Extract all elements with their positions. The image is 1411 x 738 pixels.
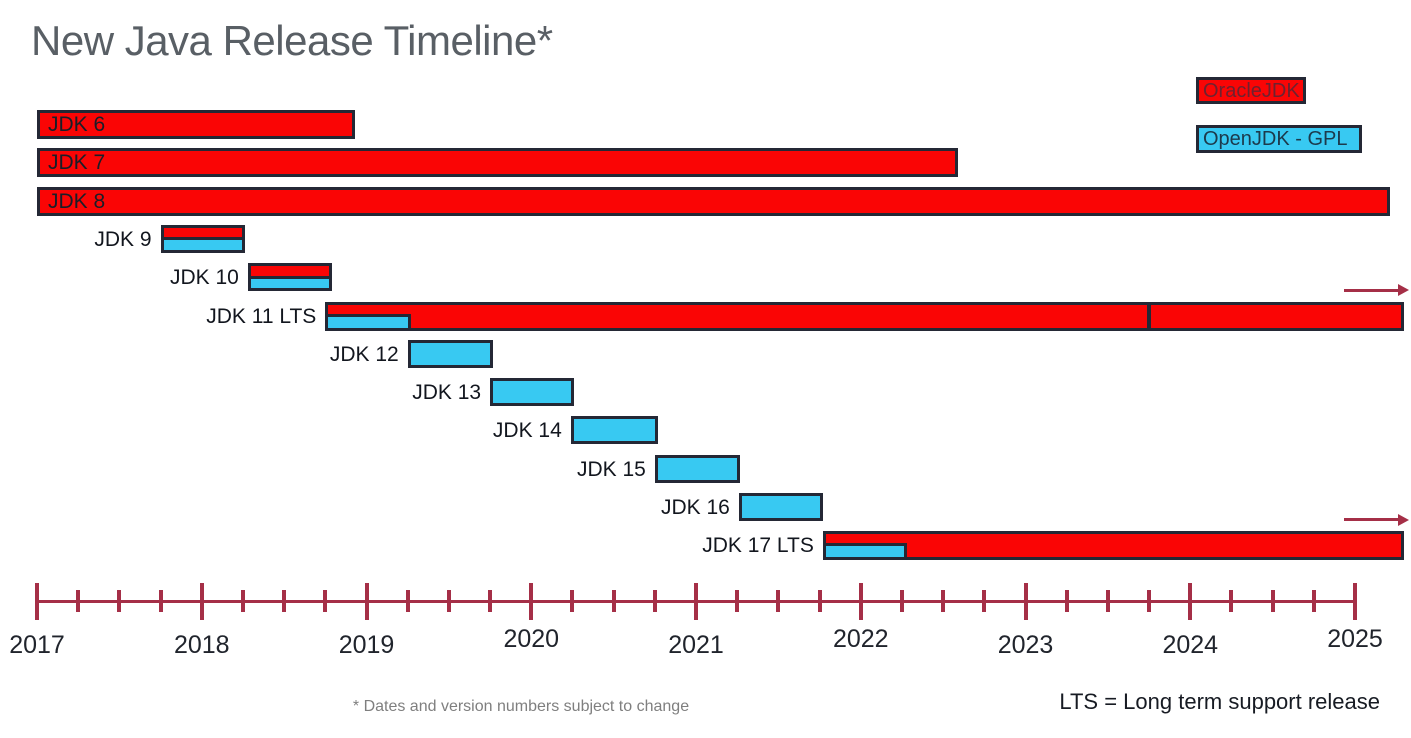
- axis-minor-tick: [282, 590, 287, 612]
- axis-minor-tick: [817, 590, 822, 612]
- row-label-jdk-9: JDK 9: [94, 227, 152, 251]
- openjdk-strip: [163, 240, 242, 250]
- axis-year-label-2022: 2022: [832, 625, 889, 653]
- row-label-jdk-10: JDK 10: [170, 266, 239, 290]
- axis-year-label-2023: 2023: [997, 631, 1054, 659]
- axis-minor-tick: [1229, 590, 1234, 612]
- footnote: * Dates and version numbers subject to c…: [352, 698, 690, 715]
- row-label-jdk-17-lts: JDK 17 LTS: [702, 534, 814, 558]
- axis-minor-tick: [611, 590, 616, 612]
- axis-minor-tick: [776, 590, 781, 612]
- row-label-jdk-13: JDK 13: [412, 381, 482, 405]
- oracle-strip: [250, 266, 329, 276]
- bar-jdk-14-openjdk: [570, 416, 659, 445]
- oracle-strip: [163, 227, 242, 238]
- axis-minor-tick: [652, 590, 657, 612]
- axis-year-label-2021: 2021: [668, 631, 724, 659]
- continues-arrow-head-jdk-11-lts: [1398, 284, 1410, 296]
- bar-jdk-11-lts-openjdk: [325, 313, 411, 331]
- strip-divider: [163, 237, 242, 241]
- lts-definition: LTS = Long term support release: [1059, 689, 1380, 714]
- bar-jdk-17-lts-oracle: [822, 531, 1405, 561]
- axis-major-tick-2019: [364, 583, 369, 620]
- axis-major-tick-2018: [199, 583, 204, 620]
- legend-oraclejdk: OracleJDK: [1196, 77, 1306, 104]
- row-label-jdk-16: JDK 16: [660, 496, 730, 519]
- axis-minor-tick: [1064, 590, 1069, 612]
- bar-jdk-7-oracle: JDK 7: [37, 148, 958, 178]
- row-label-jdk-15: JDK 15: [576, 457, 646, 481]
- legend-openjdk-gpl-label: OpenJDK - GPL: [1203, 128, 1348, 150]
- continues-arrow-jdk-11-lts: [1344, 288, 1400, 292]
- bar-label-jdk-7: JDK 7: [48, 151, 106, 175]
- continues-arrow-jdk-17-lts: [1344, 518, 1400, 522]
- bar-jdk-13-openjdk: [490, 378, 575, 407]
- axis-major-tick-2017: [35, 583, 39, 620]
- axis-minor-tick: [570, 590, 575, 612]
- axis-minor-tick: [76, 590, 81, 612]
- axis-minor-tick: [117, 590, 122, 612]
- bar-jdk-16-openjdk: [738, 493, 823, 521]
- axis-major-tick-2022: [858, 583, 863, 620]
- bar-jdk-11-lts-oracle: [325, 301, 1405, 331]
- bar-label-jdk-8: JDK 8: [48, 189, 106, 213]
- axis-year-label-2018: 2018: [173, 631, 230, 659]
- continues-arrow-head-jdk-17-lts: [1398, 513, 1410, 526]
- openjdk-strip: [250, 278, 329, 289]
- row-label-jdk-12: JDK 12: [329, 342, 399, 366]
- bar-jdk-6-oracle: JDK 6: [37, 110, 355, 139]
- axis-minor-tick: [158, 590, 163, 612]
- axis-major-tick-2020: [529, 583, 534, 620]
- split-fill: [250, 266, 329, 289]
- chart-title: New Java Release Timeline*: [31, 17, 553, 64]
- bar-jdk-17-lts-openjdk: [822, 543, 907, 561]
- axis-major-tick-2025: [1353, 583, 1357, 620]
- axis-year-label-2017: 2017: [9, 631, 65, 659]
- bar-divider-jdk-11-lts: [1147, 301, 1152, 331]
- axis-minor-tick: [323, 590, 328, 612]
- axis-minor-tick: [735, 590, 740, 612]
- axis-year-label-2025: 2025: [1327, 625, 1383, 653]
- legend-oraclejdk-label: OracleJDK: [1203, 80, 1300, 102]
- bar-jdk-8-oracle: JDK 8: [37, 186, 1390, 216]
- axis-minor-tick: [1147, 590, 1152, 612]
- axis-minor-tick: [899, 590, 904, 612]
- bar-jdk-15-openjdk: [654, 454, 741, 483]
- axis-minor-tick: [941, 590, 946, 612]
- row-label-jdk-14: JDK 14: [492, 419, 562, 443]
- axis-minor-tick: [446, 590, 451, 612]
- axis-minor-tick: [1311, 590, 1316, 612]
- bar-label-jdk-6: JDK 6: [48, 113, 106, 136]
- bar-jdk-12-openjdk: [407, 339, 494, 368]
- row-label-jdk-11-lts: JDK 11 LTS: [206, 304, 317, 328]
- axis-year-label-2019: 2019: [338, 631, 395, 659]
- axis-minor-tick: [1270, 590, 1275, 612]
- axis-minor-tick: [405, 590, 410, 612]
- bar-jdk-10-oracle-openjdk: [247, 263, 332, 292]
- strip-divider: [250, 275, 329, 279]
- axis-major-tick-2021: [694, 583, 698, 620]
- axis-minor-tick: [488, 590, 493, 612]
- axis-minor-tick: [1105, 590, 1110, 612]
- axis-year-label-2024: 2024: [1162, 631, 1219, 659]
- axis-year-label-2020: 2020: [503, 625, 560, 653]
- axis-major-tick-2024: [1188, 583, 1193, 620]
- axis-major-tick-2023: [1023, 583, 1028, 620]
- axis-minor-tick: [982, 590, 987, 612]
- split-fill: [163, 227, 242, 250]
- axis-minor-tick: [240, 590, 245, 612]
- bar-jdk-9-oracle-openjdk: [160, 224, 245, 253]
- legend-openjdk-gpl: OpenJDK - GPL: [1196, 125, 1362, 153]
